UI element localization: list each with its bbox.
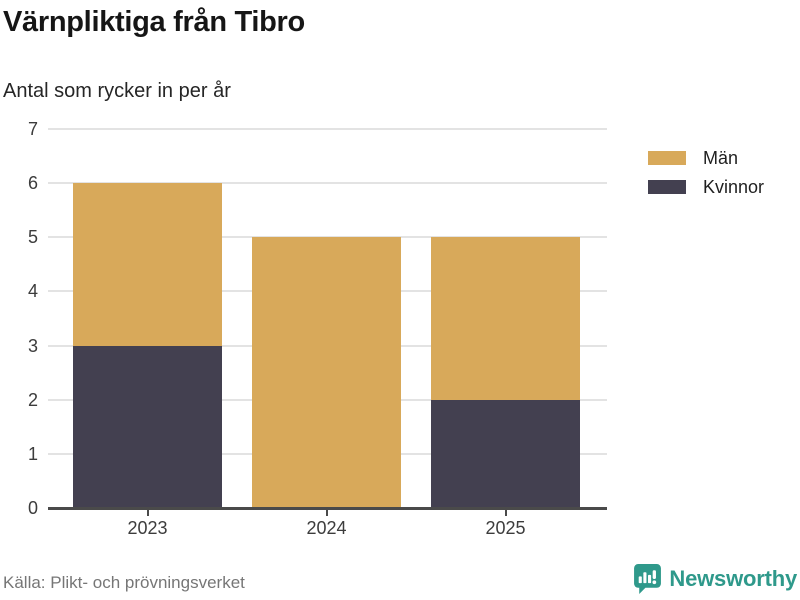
legend-swatch	[648, 180, 686, 194]
bar-2023-kvinnor	[73, 345, 222, 508]
x-axis-tick-label: 2023	[127, 518, 168, 538]
bar-2023-män	[73, 183, 222, 346]
legend-swatch	[648, 151, 686, 165]
legend: Män Kvinnor	[648, 148, 764, 206]
y-axis-tick-label: 1	[27, 443, 38, 464]
x-axis-tick	[146, 509, 149, 516]
gridline	[48, 182, 607, 185]
x-axis-line	[48, 506, 607, 510]
y-axis-tick-label: 4	[27, 281, 38, 302]
x-axis-tick-label: 2025	[485, 518, 526, 538]
newsworthy-logo-icon	[634, 564, 662, 594]
y-axis-tick-label: 6	[27, 173, 38, 194]
legend-item-kvinnor: Kvinnor	[648, 177, 764, 197]
y-axis-tick-label: 0	[27, 498, 38, 518]
x-axis-tick	[325, 509, 328, 516]
branding-name: Newsworthy	[669, 565, 797, 591]
x-axis-tick	[504, 509, 507, 516]
x-axis-tick-label: 2024	[306, 518, 347, 538]
y-axis-tick-label: 2	[27, 389, 38, 410]
chart-title: Värnpliktiga från Tibro	[3, 6, 305, 38]
bar-2024-män	[252, 237, 401, 508]
y-axis-tick-label: 3	[27, 335, 38, 356]
gridline	[48, 128, 607, 130]
y-axis-tick-label: 7	[27, 119, 38, 139]
y-axis-tick-label: 5	[27, 227, 38, 248]
source-note: Källa: Plikt- och prövningsverket	[3, 573, 245, 592]
legend-item-män: Män	[648, 148, 764, 168]
bar-2025-män	[431, 237, 580, 400]
legend-label: Kvinnor	[703, 177, 765, 197]
legend-label: Män	[703, 148, 739, 168]
bar-2025-kvinnor	[431, 399, 580, 508]
chart-subtitle: Antal som rycker in per år	[3, 80, 231, 102]
branding: Newsworthy	[633, 563, 797, 594]
